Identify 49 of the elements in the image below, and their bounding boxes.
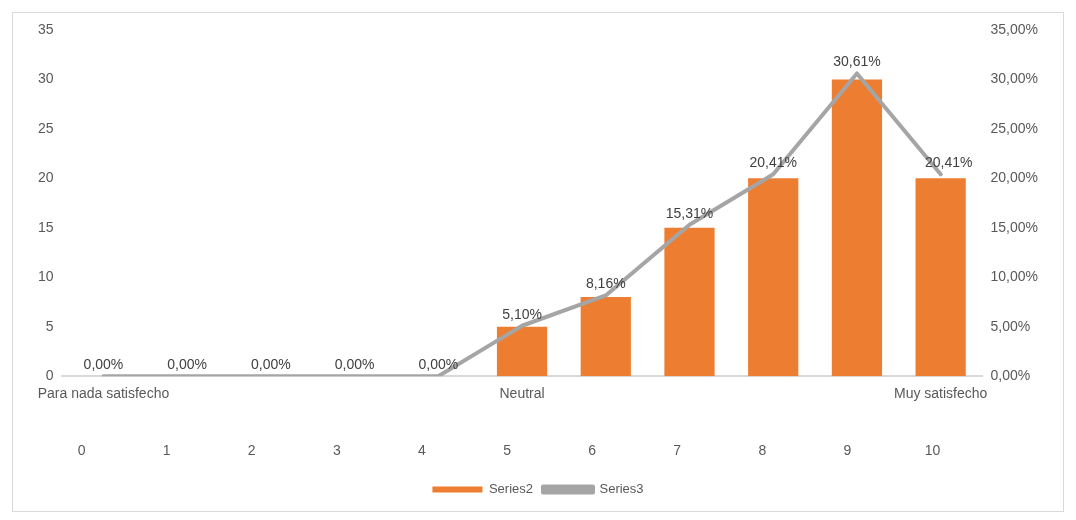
y-tick-label: 25: [37, 119, 54, 136]
y-tick-label: 5: [45, 317, 54, 334]
data-label: 20,41%: [924, 154, 973, 171]
y2-tick-label: 30,00%: [990, 70, 1038, 87]
text: 8: [758, 441, 767, 458]
y2-tick-label: 0,00%: [990, 367, 1031, 384]
y-tick-label: 35: [37, 20, 54, 37]
text: 6: [588, 441, 597, 458]
data-label: 8,16%: [585, 275, 626, 292]
text: 7: [673, 441, 682, 458]
data-label: 0,00%: [83, 356, 124, 373]
x-tick-label: Muy satisfecho: [893, 385, 988, 402]
y2-tick-label: 5,00%: [990, 317, 1031, 334]
text: 5: [503, 441, 512, 458]
y-tick-label: 20: [37, 169, 54, 186]
y2-tick-label: 10,00%: [990, 268, 1038, 285]
x-tick-label: Para nada satisfecho: [37, 385, 170, 402]
text: 1: [162, 441, 171, 458]
bar: [496, 326, 548, 377]
data-label: 0,00%: [334, 356, 375, 373]
legend-label: Series2: [488, 481, 533, 497]
data-label: 5,10%: [502, 305, 542, 322]
x-tick-label: Neutral: [499, 385, 545, 402]
y-tick-label: 15: [37, 218, 54, 235]
y-tick-label: 0: [45, 367, 54, 384]
y2-tick-label: 25,00%: [990, 119, 1038, 136]
data-label: 0,00%: [251, 356, 291, 373]
data-label: 0,00%: [418, 356, 459, 373]
y2-tick-label: 35,00%: [990, 20, 1038, 37]
bar: [915, 178, 966, 377]
data-label: 15,31%: [665, 204, 714, 221]
bar: [664, 227, 715, 377]
bar: [831, 79, 883, 377]
bar: [748, 178, 799, 377]
data-label: 30,61%: [833, 53, 881, 70]
text: 0: [77, 441, 86, 458]
text: 2: [247, 441, 256, 458]
y-tick-label: 30: [37, 70, 54, 87]
data-label: 20,41%: [749, 154, 797, 171]
y-tick-label: 10: [37, 268, 54, 285]
text: 10: [924, 441, 941, 458]
y2-tick-label: 20,00%: [990, 169, 1038, 186]
text: 9: [843, 441, 852, 458]
data-label: 0,00%: [167, 356, 208, 373]
text: 4: [418, 441, 427, 458]
text: 3: [332, 441, 341, 458]
legend-label: Series3: [599, 481, 644, 497]
bar: [580, 297, 631, 377]
y2-tick-label: 15,00%: [990, 218, 1038, 235]
